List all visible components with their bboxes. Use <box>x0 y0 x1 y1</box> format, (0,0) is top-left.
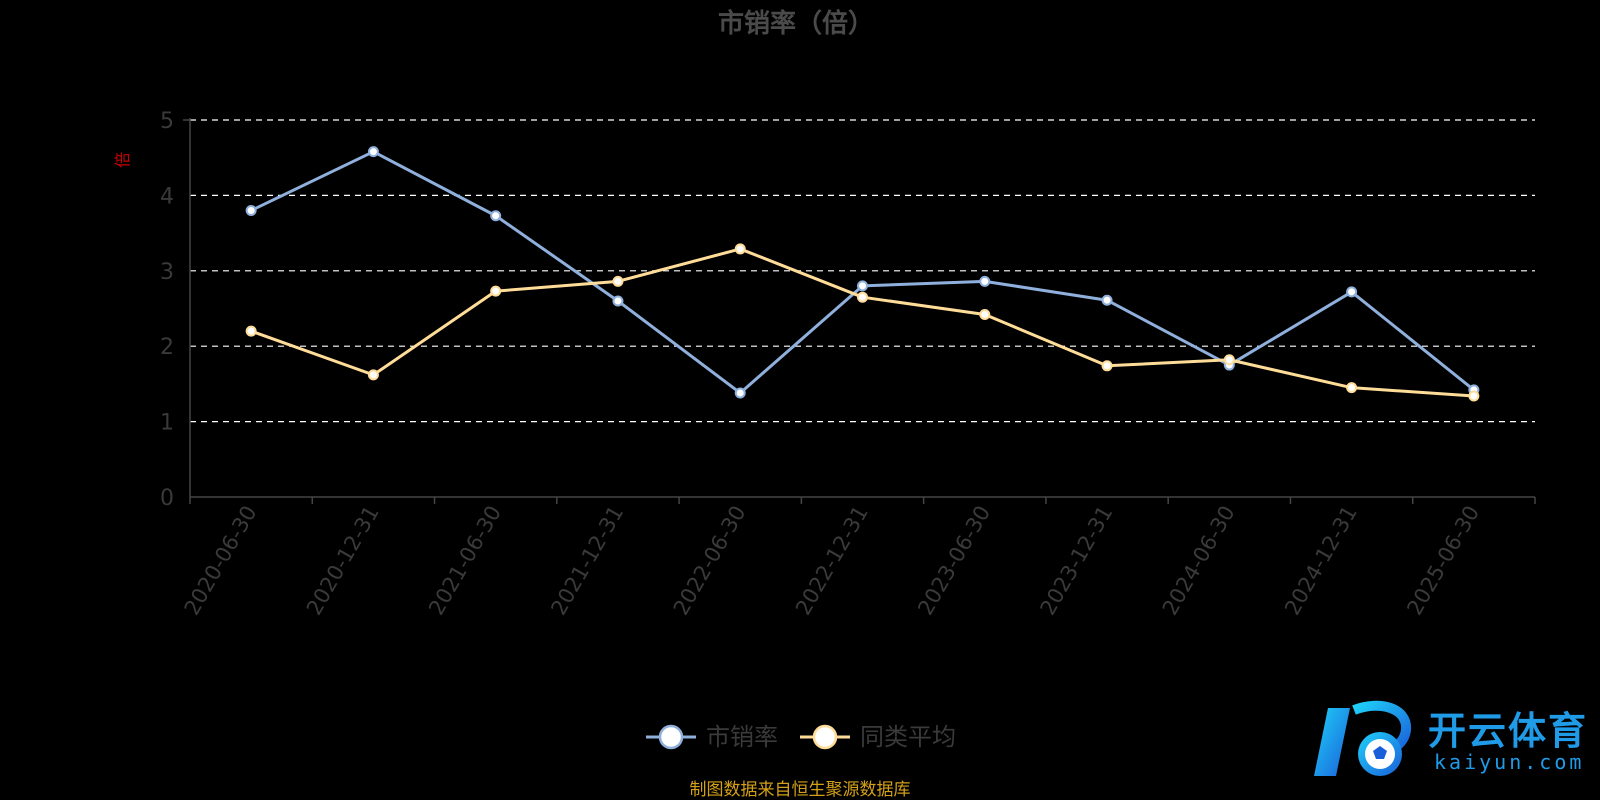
data-point-1[interactable] <box>1468 390 1480 402</box>
data-point-0[interactable] <box>245 204 257 216</box>
watermark-logo: 开云体育 kaiyun.com <box>1310 700 1600 784</box>
data-point-0[interactable] <box>734 387 746 399</box>
x-tick-label: 2021-06-30 <box>424 502 506 620</box>
data-point-0[interactable] <box>1346 286 1358 298</box>
data-point-1[interactable] <box>979 309 991 321</box>
soccer-ball-k-icon <box>1314 700 1411 776</box>
data-point-1[interactable] <box>245 325 257 337</box>
data-point-0[interactable] <box>612 295 624 307</box>
legend-label: 市销率 <box>706 723 778 751</box>
legend-marker <box>658 724 684 750</box>
y-tick-label: 5 <box>160 109 174 134</box>
data-point-0[interactable] <box>857 280 868 292</box>
watermark-cn: 开云体育 <box>1428 709 1589 753</box>
x-tick-label: 2021-12-31 <box>546 502 628 620</box>
watermark-en: kaiyun.com <box>1434 750 1585 774</box>
x-tick-label: 2023-12-31 <box>1036 502 1118 620</box>
x-tick-label: 2024-06-30 <box>1158 502 1240 620</box>
data-point-1[interactable] <box>1346 382 1358 394</box>
legend-label: 同类平均 <box>860 723 956 751</box>
x-tick-label: 2023-06-30 <box>913 502 995 620</box>
data-point-0[interactable] <box>979 275 991 287</box>
data-point-1[interactable] <box>490 285 502 297</box>
data-point-0[interactable] <box>490 210 502 222</box>
y-tick-label: 3 <box>160 260 174 285</box>
legend-marker <box>812 724 838 750</box>
x-tick-label: 2022-06-30 <box>669 502 751 620</box>
x-tick-label: 2022-12-31 <box>791 502 873 620</box>
data-point-1[interactable] <box>857 291 868 303</box>
x-tick-label: 2024-12-31 <box>1280 502 1362 620</box>
data-point-1[interactable] <box>367 369 379 381</box>
source-note: 制图数据来自恒生聚源数据库 <box>690 780 911 800</box>
series-line-0 <box>250 150 1475 395</box>
y-tick-label: 2 <box>160 335 174 360</box>
data-point-1[interactable] <box>1223 354 1235 366</box>
x-tick-label: 2020-12-31 <box>302 502 384 620</box>
data-point-1[interactable] <box>1101 360 1113 372</box>
x-tick-label: 2025-06-30 <box>1402 502 1484 620</box>
y-axis-label: 倍 <box>113 152 132 168</box>
data-point-0[interactable] <box>367 146 379 158</box>
data-point-1[interactable] <box>612 275 624 287</box>
y-tick-label: 0 <box>160 486 174 511</box>
data-point-1[interactable] <box>734 243 746 255</box>
legend-item-0[interactable]: 市销率 <box>646 723 778 751</box>
x-tick-label: 2020-06-30 <box>180 502 262 620</box>
y-tick-label: 4 <box>160 184 174 209</box>
legend-item-1[interactable]: 同类平均 <box>800 723 956 751</box>
data-point-0[interactable] <box>1101 294 1113 306</box>
chart-title: 市销率（倍） <box>718 8 874 39</box>
y-tick-label: 1 <box>160 411 174 436</box>
